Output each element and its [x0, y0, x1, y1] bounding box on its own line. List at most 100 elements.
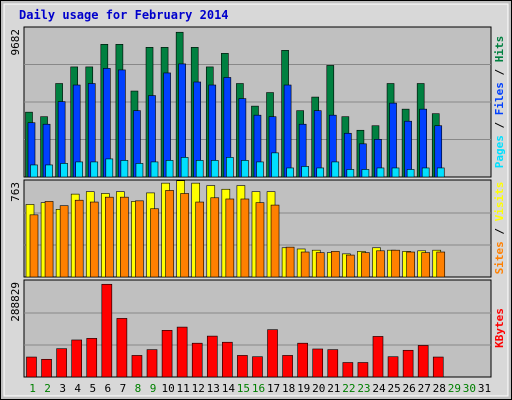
x-tick-label: 11: [177, 382, 190, 395]
x-tick-label: 10: [161, 382, 174, 395]
kbytes-bar: [357, 362, 369, 378]
kbytes-bar: [417, 345, 429, 378]
sites-bar: [421, 252, 430, 278]
pages-bar: [271, 152, 279, 178]
kbytes-bar: [56, 348, 67, 378]
sites-bar: [120, 196, 129, 278]
pages-bar: [75, 161, 83, 178]
right-legend-1: Pages / Files / Hits: [493, 36, 506, 169]
kbytes-bar: [267, 329, 278, 378]
sites-bar: [315, 252, 325, 278]
pages-bar: [406, 169, 415, 178]
files-bar: [389, 102, 397, 178]
kbytes-bar: [26, 356, 37, 378]
pages-bar: [180, 157, 189, 178]
x-tick-label: 4: [74, 382, 81, 395]
legend-separator: /: [493, 62, 506, 82]
sites-bar: [270, 204, 280, 278]
kbytes-bar: [161, 330, 173, 378]
pages-bar: [90, 161, 99, 178]
pages-bar: [226, 157, 234, 178]
legend-files: Files: [493, 82, 506, 115]
sites-bar: [285, 246, 295, 278]
legend-separator: /: [493, 221, 506, 241]
kbytes-bar: [282, 355, 293, 378]
kbytes-bar: [131, 355, 143, 378]
sites-bar: [406, 251, 415, 278]
legend-kbytes: KBytes: [493, 308, 506, 348]
x-tick-label: 28: [433, 382, 446, 395]
pages-bar: [331, 161, 340, 178]
kbytes-bar: [342, 362, 354, 378]
kbytes-bar: [71, 339, 82, 378]
pages-bar: [391, 167, 400, 178]
sites-bar: [376, 250, 385, 278]
sites-bar: [210, 197, 220, 278]
kbytes-bar: [432, 356, 444, 378]
sites-bar: [180, 193, 189, 278]
x-tick-label: 31: [478, 382, 491, 395]
pages-bar: [421, 167, 430, 178]
kbytes-bar: [312, 348, 324, 378]
sites-bar: [361, 252, 370, 278]
x-tick-label: 24: [372, 382, 386, 395]
kbytes-bar: [86, 338, 98, 378]
kbytes-bar: [327, 349, 339, 378]
pages-bar: [346, 169, 355, 178]
pages-bar: [256, 161, 264, 178]
x-tick-label: 7: [120, 382, 127, 395]
files-bar: [313, 110, 322, 178]
x-tick-label: 1: [29, 382, 36, 395]
kbytes-bar: [116, 318, 128, 378]
pages-bar: [165, 160, 174, 178]
sites-bar: [29, 214, 39, 278]
sites-bar: [225, 198, 235, 278]
pages-bar: [195, 160, 204, 178]
pages-bar: [30, 164, 38, 178]
pages-bar: [105, 158, 114, 178]
x-tick-label: 2: [44, 382, 51, 395]
y-max-label: 763: [9, 182, 22, 202]
x-tick-label: 13: [207, 382, 220, 395]
x-tick-label: 14: [222, 382, 236, 395]
kbytes-bar: [206, 335, 218, 378]
legend-separator: /: [493, 115, 506, 135]
pages-bar: [436, 167, 445, 178]
sites-bar: [105, 196, 114, 278]
x-tick-label: 6: [105, 382, 112, 395]
legend-hits: Hits: [493, 36, 506, 63]
x-tick-label: 23: [357, 382, 370, 395]
sites-bar: [150, 208, 159, 278]
x-tick-label: 21: [327, 382, 340, 395]
x-tick-label: 25: [387, 382, 400, 395]
right-legend-2: Sites / Visits: [493, 182, 506, 275]
x-tick-label: 30: [463, 382, 476, 395]
files-bar: [283, 84, 292, 178]
pages-bar: [60, 163, 68, 178]
sites-bar: [391, 249, 400, 278]
kbytes-bar: [101, 283, 113, 378]
legend-sites: Sites: [493, 241, 506, 274]
sites-bar: [74, 199, 84, 278]
kbytes-bar: [222, 341, 233, 378]
y-max-label: 9682: [9, 29, 22, 56]
pages-bar: [316, 167, 325, 178]
x-tick-label: 18: [282, 382, 295, 395]
sites-bar: [346, 254, 355, 278]
x-tick-label: 26: [403, 382, 416, 395]
kbytes-bar: [176, 326, 188, 378]
sites-bar: [330, 251, 340, 278]
kbytes-bar: [402, 349, 414, 378]
sites-bar: [436, 251, 446, 278]
sites-bar: [59, 205, 69, 278]
kbytes-bar: [41, 358, 52, 378]
sites-bar: [240, 198, 250, 278]
x-tick-label: 20: [312, 382, 325, 395]
files-bar: [419, 108, 427, 178]
kbytes-bar: [297, 342, 308, 378]
kbytes-bar: [252, 356, 263, 378]
kbytes-bar: [237, 355, 248, 378]
sites-bar: [255, 202, 265, 278]
x-tick-label: 16: [252, 382, 265, 395]
